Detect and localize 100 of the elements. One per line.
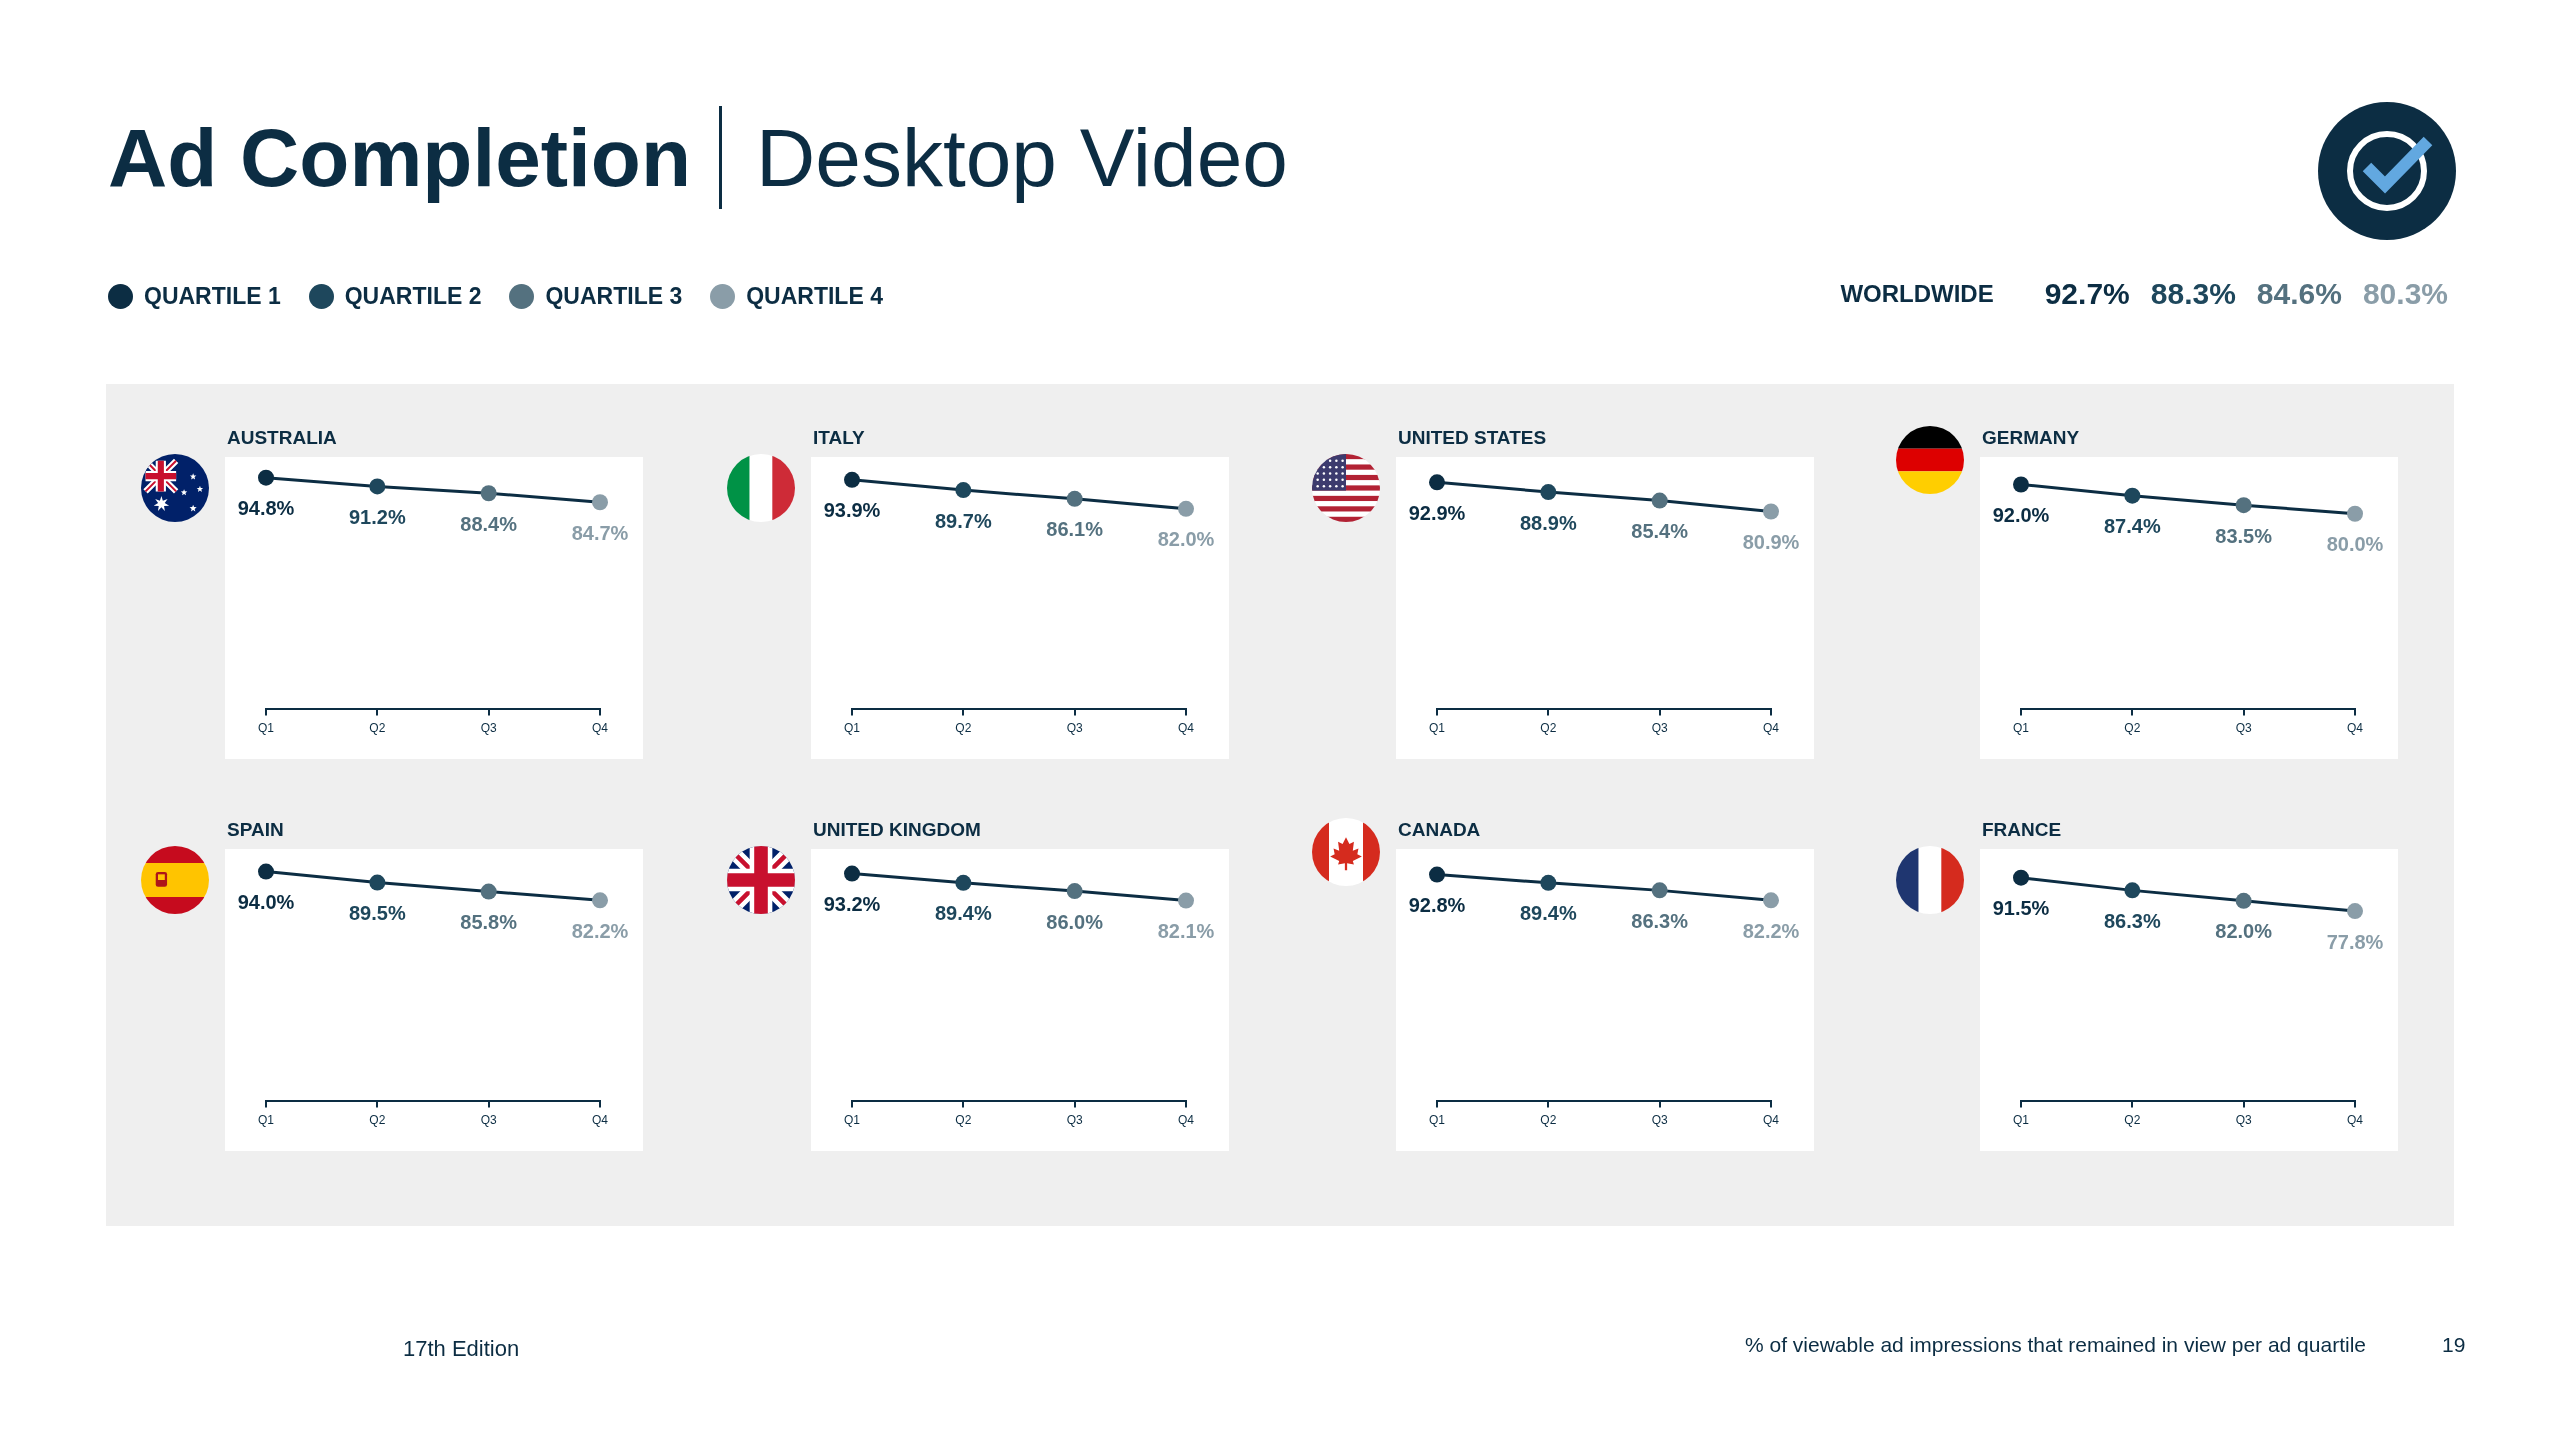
x-tick-label: Q4	[1177, 721, 1195, 736]
x-tick-label: Q4	[2346, 1113, 2364, 1128]
x-tick-label: Q4	[2346, 721, 2364, 736]
point	[369, 478, 386, 495]
data-label: 93.9%	[823, 499, 881, 522]
x-tick-label: Q1	[1428, 1113, 1446, 1128]
point	[1651, 492, 1668, 509]
data-label: 86.3%	[1631, 909, 1689, 932]
point	[1066, 490, 1083, 507]
data-label: 94.0%	[237, 891, 295, 914]
point	[480, 883, 497, 900]
chart-title: GERMANY	[1982, 426, 2080, 450]
text: 17th Edition	[403, 1335, 520, 1363]
point	[1540, 874, 1557, 891]
x-tick-label: Q3	[1066, 1113, 1083, 1128]
x-tick-label: Q3	[2235, 721, 2252, 736]
data-label: 88.4%	[460, 512, 518, 535]
category-label: WORLDWIDE	[1840, 279, 1994, 309]
data-label: 91.2%	[348, 505, 406, 528]
legend-label: QUARTILE 3	[545, 282, 683, 311]
chart-title: UNITED STATES	[1398, 426, 1547, 450]
x-tick-label: Q3	[480, 721, 497, 736]
text: % of viewable ad impressions that remained in view per ad quartile	[1745, 1332, 2366, 1358]
x-tick-label: Q3	[2235, 1113, 2252, 1128]
data-label: 86.0%	[1046, 910, 1104, 933]
x-tick-label: Q2	[369, 721, 386, 736]
point	[2013, 476, 2029, 493]
point	[592, 892, 608, 909]
chart-title: FRANCE	[1982, 818, 2062, 842]
data-label: 94.8%	[237, 497, 295, 520]
x-tick-label: Q4	[1762, 1113, 1780, 1128]
point	[258, 863, 274, 880]
chart-title: CANADA	[1398, 818, 1481, 842]
point	[2235, 892, 2252, 909]
legend-label: QUARTILE 1	[144, 282, 281, 311]
data-label: 80.3%	[2362, 276, 2448, 312]
x-tick-label: Q1	[2012, 1113, 2030, 1128]
x-tick-label: Q4	[591, 1113, 609, 1128]
point	[955, 482, 972, 499]
x-tick-label: Q3	[1651, 1113, 1668, 1128]
data-label: 93.2%	[823, 893, 881, 916]
point	[480, 485, 497, 502]
legend-label: QUARTILE 2	[344, 282, 482, 311]
chart-title: UNITED KINGDOM	[813, 818, 981, 842]
x-tick-label: Q1	[257, 1113, 275, 1128]
x-tick-label: Q3	[1651, 721, 1668, 736]
chart-title: SPAIN	[227, 818, 284, 842]
data-label: 89.4%	[1519, 902, 1577, 925]
data-label: 89.5%	[348, 902, 406, 925]
point	[1429, 866, 1445, 883]
x-tick-label: Q2	[1540, 721, 1557, 736]
x-tick-label: Q2	[955, 1113, 972, 1128]
data-label: 84.6%	[2256, 276, 2342, 312]
point	[2347, 903, 2363, 920]
data-label: 92.7%	[2044, 276, 2130, 312]
data-label: 84.7%	[571, 521, 629, 544]
point	[844, 471, 860, 488]
point	[2347, 505, 2363, 522]
data-label: 82.0%	[2215, 920, 2273, 943]
point	[955, 874, 972, 891]
x-tick-label: Q1	[843, 1113, 861, 1128]
point	[2013, 869, 2029, 886]
legend-label: QUARTILE 4	[746, 282, 883, 311]
data-label: 82.1%	[1157, 920, 1215, 943]
x-tick-label: Q2	[2124, 1113, 2141, 1128]
point	[1651, 882, 1668, 899]
x-tick-label: Q4	[1177, 1113, 1195, 1128]
data-label: 87.4%	[2103, 515, 2161, 538]
x-tick-label: Q1	[257, 721, 275, 736]
data-label: 91.5%	[1992, 897, 2050, 920]
point	[592, 494, 608, 511]
x-tick-label: Q2	[369, 1113, 386, 1128]
data-label: 89.7%	[934, 509, 992, 532]
point	[844, 865, 860, 882]
data-label: 92.0%	[1992, 504, 2050, 526]
text: Desktop Video	[719, 106, 1288, 209]
point	[1763, 503, 1779, 520]
data-label: 80.9%	[1742, 531, 1800, 554]
data-label: 82.0%	[1157, 528, 1215, 551]
data-label: 77.8%	[2326, 930, 2384, 953]
text: Ad Completion	[108, 112, 692, 203]
point	[1178, 500, 1194, 517]
x-tick-label: Q4	[1762, 721, 1780, 736]
chart-title: AUSTRALIA	[227, 426, 337, 450]
point	[2124, 487, 2141, 504]
point	[258, 469, 274, 486]
data-label: 83.5%	[2215, 524, 2273, 547]
data-label: 82.2%	[1742, 919, 1800, 942]
x-tick-label: Q2	[955, 721, 972, 736]
x-tick-label: Q1	[843, 721, 861, 736]
data-label: 89.4%	[934, 902, 992, 925]
x-tick-label: Q2	[2124, 721, 2141, 736]
x-tick-label: Q2	[1540, 1113, 1557, 1128]
point	[1178, 892, 1194, 909]
data-label: 85.4%	[1631, 520, 1689, 543]
data-label: 80.0%	[2326, 533, 2384, 556]
x-tick-label: Q3	[480, 1113, 497, 1128]
x-tick-label: Q1	[2012, 721, 2030, 736]
point	[2124, 882, 2141, 899]
data-label: 86.1%	[1046, 518, 1104, 541]
